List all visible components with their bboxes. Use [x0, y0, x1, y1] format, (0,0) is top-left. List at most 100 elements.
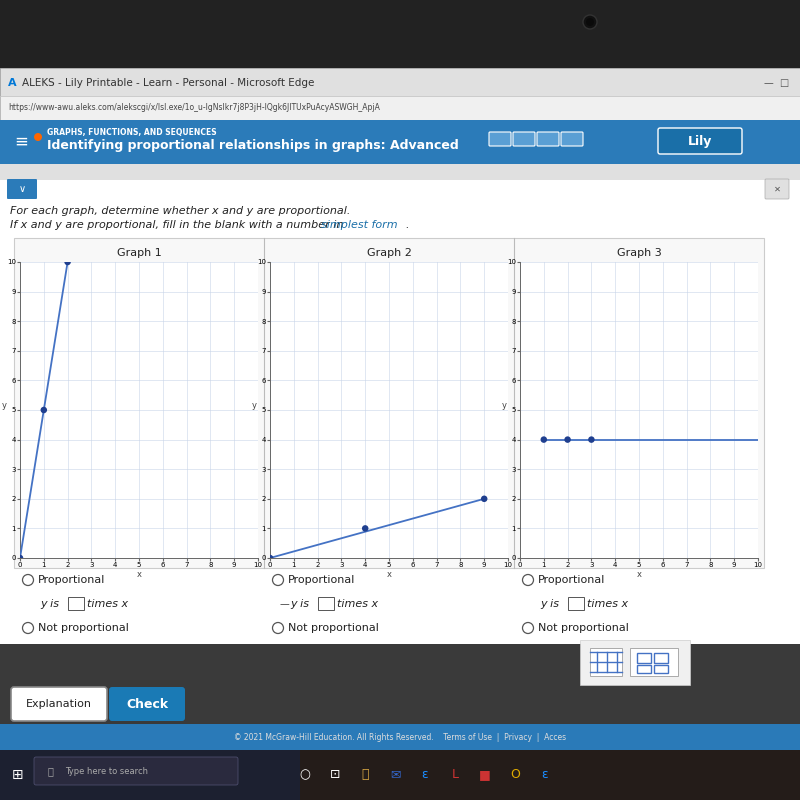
Text: ⊡: ⊡ — [330, 769, 340, 782]
Bar — [0, 164, 800, 644]
Bar — [300, 750, 800, 800]
Text: 🔍: 🔍 — [48, 766, 54, 776]
Bar — [580, 640, 690, 685]
Circle shape — [586, 18, 594, 26]
Text: © 2021 McGraw-Hill Education. All Rights Reserved.    Terms of Use  |  Privacy  : © 2021 McGraw-Hill Education. All Rights… — [234, 733, 566, 742]
Bar — [0, 164, 800, 180]
FancyBboxPatch shape — [489, 132, 511, 146]
Text: O: O — [510, 769, 520, 782]
Text: Type here to search: Type here to search — [65, 766, 148, 775]
Text: A: A — [8, 78, 17, 88]
Point — [61, 256, 74, 269]
Bar — [0, 724, 800, 750]
Text: times x: times x — [587, 599, 628, 609]
Text: https://www-awu.aleks.com/alekscgi/x/lsl.exe/1o_u-lgNslkr7j8P3jH-lQgk6JITUxPuAcy: https://www-awu.aleks.com/alekscgi/x/lsl… — [8, 103, 380, 113]
Bar — [654, 665, 668, 673]
Bar — [637, 665, 651, 673]
Text: Not proportional: Not proportional — [288, 623, 379, 633]
Text: —: — — [763, 78, 773, 88]
Text: simplest form: simplest form — [321, 220, 398, 230]
Text: ALEKS - Lily Printable - Learn - Personal - Microsoft Edge: ALEKS - Lily Printable - Learn - Persona… — [22, 78, 314, 88]
Point — [358, 522, 371, 534]
Text: GRAPHS, FUNCTIONS, AND SEQUENCES: GRAPHS, FUNCTIONS, AND SEQUENCES — [47, 127, 217, 137]
Text: y is: y is — [290, 599, 309, 609]
FancyBboxPatch shape — [537, 132, 559, 146]
Bar — [0, 750, 800, 800]
Circle shape — [34, 133, 42, 141]
Text: .: . — [405, 220, 409, 230]
Text: Check: Check — [126, 698, 168, 710]
Text: ○: ○ — [299, 769, 310, 782]
Text: Graph 1: Graph 1 — [117, 248, 162, 258]
Bar — [0, 68, 800, 96]
Text: ∨: ∨ — [18, 184, 26, 194]
Point — [38, 403, 50, 416]
Text: Lily: Lily — [688, 134, 712, 147]
Text: ε: ε — [422, 769, 428, 782]
Bar — [637, 653, 651, 663]
Y-axis label: y: y — [502, 401, 506, 410]
Bar — [590, 648, 622, 676]
Bar — [630, 648, 678, 676]
Text: Not proportional: Not proportional — [538, 623, 629, 633]
Text: For each graph, determine whether x and y are proportional.: For each graph, determine whether x and … — [10, 206, 350, 216]
FancyBboxPatch shape — [109, 687, 185, 721]
Y-axis label: y: y — [2, 401, 6, 410]
Text: Graph 3: Graph 3 — [617, 248, 662, 258]
FancyBboxPatch shape — [561, 132, 583, 146]
Bar — [654, 653, 668, 663]
Circle shape — [522, 574, 534, 586]
Point — [264, 552, 277, 565]
Bar — [68, 597, 84, 610]
Point — [14, 552, 26, 565]
FancyBboxPatch shape — [765, 179, 789, 199]
Circle shape — [22, 622, 34, 634]
Bar — [0, 0, 800, 68]
Circle shape — [273, 622, 283, 634]
Circle shape — [583, 15, 597, 29]
Text: times x: times x — [337, 599, 378, 609]
Bar — [568, 597, 584, 610]
FancyBboxPatch shape — [11, 687, 107, 721]
Text: Not proportional: Not proportional — [38, 623, 129, 633]
Bar — [14, 238, 764, 568]
Text: ✕: ✕ — [774, 185, 781, 194]
Circle shape — [22, 574, 34, 586]
Text: ≡: ≡ — [14, 133, 28, 151]
Text: Proportional: Proportional — [38, 575, 106, 585]
Point — [585, 434, 598, 446]
Text: y is: y is — [40, 599, 59, 609]
FancyBboxPatch shape — [34, 757, 238, 785]
Text: Explanation: Explanation — [26, 699, 92, 709]
Bar — [0, 96, 800, 120]
FancyBboxPatch shape — [513, 132, 535, 146]
Point — [562, 434, 574, 446]
X-axis label: x: x — [637, 570, 642, 578]
Text: y is: y is — [540, 599, 559, 609]
Circle shape — [522, 622, 534, 634]
FancyBboxPatch shape — [7, 179, 37, 199]
Bar — [318, 597, 334, 610]
Text: times x: times x — [87, 599, 128, 609]
Bar — [0, 120, 800, 164]
Text: L: L — [451, 769, 458, 782]
Point — [478, 492, 490, 506]
Text: If x and y are proportional, fill in the blank with a number in: If x and y are proportional, fill in the… — [10, 220, 347, 230]
Text: □: □ — [779, 78, 789, 88]
Text: 🔒: 🔒 — [362, 769, 369, 782]
Text: Graph 2: Graph 2 — [366, 248, 411, 258]
Text: ✉: ✉ — [390, 769, 400, 782]
Y-axis label: y: y — [251, 401, 257, 410]
Circle shape — [273, 574, 283, 586]
Text: Identifying proportional relationships in graphs: Advanced: Identifying proportional relationships i… — [47, 139, 458, 153]
Text: ■: ■ — [479, 769, 491, 782]
X-axis label: x: x — [386, 570, 391, 578]
FancyBboxPatch shape — [658, 128, 742, 154]
Text: Proportional: Proportional — [538, 575, 606, 585]
Text: —: — — [280, 599, 290, 609]
Text: Proportional: Proportional — [288, 575, 355, 585]
X-axis label: x: x — [137, 570, 142, 578]
Text: ⊞: ⊞ — [12, 768, 24, 782]
Text: ε: ε — [542, 769, 548, 782]
Point — [538, 434, 550, 446]
